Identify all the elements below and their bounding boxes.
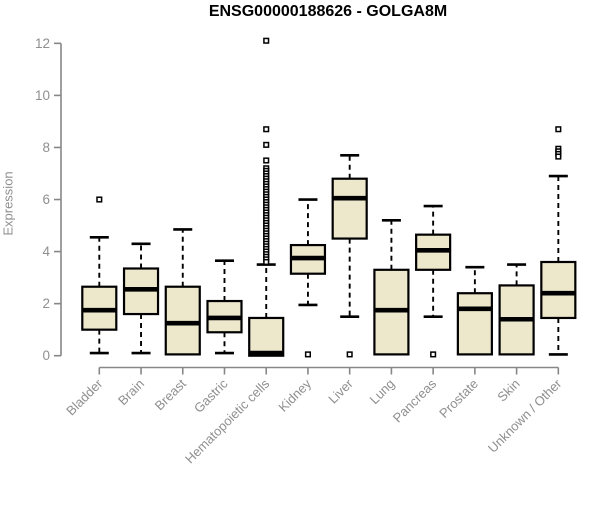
- iqr-box: [248, 316, 285, 357]
- outlier-point: [555, 153, 562, 160]
- outlier-point: [96, 196, 103, 203]
- outlier-point: [263, 157, 270, 164]
- box-group-hematopoietic-cells: [248, 37, 285, 357]
- box-group-brain: [122, 242, 160, 355]
- y-tick-label: 4: [42, 244, 50, 259]
- x-category-label-kidney: Kidney: [275, 376, 314, 415]
- outlier-point: [346, 351, 353, 358]
- box-group-pancreas: [415, 204, 452, 358]
- box-group-liver: [331, 153, 368, 358]
- outlier-point: [263, 37, 270, 44]
- x-category-label-liver: Liver: [325, 376, 356, 407]
- box-group-breast: [164, 228, 201, 356]
- y-tick-label: 10: [35, 88, 50, 103]
- outlier-point: [263, 258, 270, 266]
- x-category-label-breast: Breast: [152, 376, 189, 413]
- x-category-label-bladder: Bladder: [63, 376, 106, 419]
- y-tick-label: 6: [42, 192, 50, 207]
- box-group-prostate: [456, 265, 493, 356]
- x-category-label-skin: Skin: [494, 376, 522, 404]
- outlier-point: [304, 351, 311, 358]
- x-category-label-gastric: Gastric: [191, 376, 231, 416]
- x-category-label-lung: Lung: [366, 376, 397, 407]
- box-group-gastric: [206, 259, 243, 355]
- outlier-point: [430, 351, 437, 358]
- y-tick-label: 12: [35, 36, 50, 51]
- iqr-box: [456, 292, 493, 356]
- y-axis-title: Expression: [0, 171, 16, 236]
- iqr-box: [331, 177, 368, 240]
- chart-title: ENSG00000188626 - GOLGA8M: [208, 3, 448, 20]
- outlier-point: [555, 126, 562, 133]
- y-tick-label: 0: [42, 348, 50, 363]
- x-category-label-brain: Brain: [115, 376, 147, 408]
- x-category-label-unknown-other: Unknown / Other: [485, 376, 565, 456]
- iqr-box: [540, 260, 577, 320]
- box-group-skin: [498, 263, 535, 356]
- box-group-lung: [373, 219, 410, 356]
- box-group-unknown-other: [540, 126, 577, 356]
- outlier-point: [263, 141, 270, 148]
- x-category-label-prostate: Prostate: [436, 376, 481, 421]
- y-tick-label: 8: [42, 140, 50, 155]
- box-group-bladder: [81, 196, 118, 355]
- y-tick-label: 2: [42, 296, 50, 311]
- outlier-point: [263, 126, 270, 133]
- box-group-kidney: [289, 198, 327, 358]
- iqr-box: [164, 285, 201, 356]
- x-category-label-pancreas: Pancreas: [390, 376, 440, 426]
